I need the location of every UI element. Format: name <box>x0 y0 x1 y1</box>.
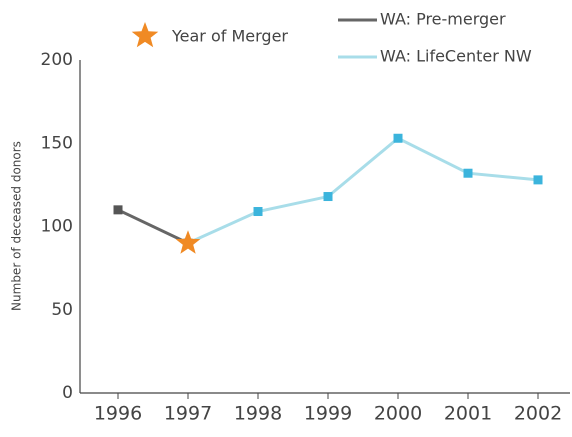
legend-star <box>131 22 159 48</box>
y-axis-label: Number of deceased donors <box>10 141 24 311</box>
legend-label: WA: LifeCenter NW <box>380 47 532 66</box>
y-tick-label: 150 <box>41 133 73 153</box>
point-marker <box>463 168 473 178</box>
legend-label: WA: Pre-merger <box>380 10 506 29</box>
point-marker <box>253 207 263 217</box>
y-tick-label: 200 <box>41 50 73 70</box>
point-marker <box>113 205 123 215</box>
y-tick-label: 100 <box>41 217 73 237</box>
x-tick-label: 1999 <box>304 403 352 425</box>
x-tick-label: 2001 <box>444 403 492 425</box>
y-tick-label: 50 <box>51 300 73 320</box>
x-tick-label: 1996 <box>94 403 142 425</box>
point-marker <box>533 175 543 185</box>
point-marker <box>323 192 333 202</box>
y-tick-label: 0 <box>62 383 73 403</box>
x-tick-label: 1997 <box>164 403 212 425</box>
point-marker <box>393 133 403 143</box>
series-line <box>187 136 539 245</box>
x-tick-label: 2000 <box>374 403 422 425</box>
legend-label: Year of Merger <box>171 27 288 46</box>
star-marker <box>175 230 201 254</box>
x-tick-label: 2002 <box>514 403 562 425</box>
series-line <box>117 208 189 245</box>
x-tick-label: 1998 <box>234 403 282 425</box>
